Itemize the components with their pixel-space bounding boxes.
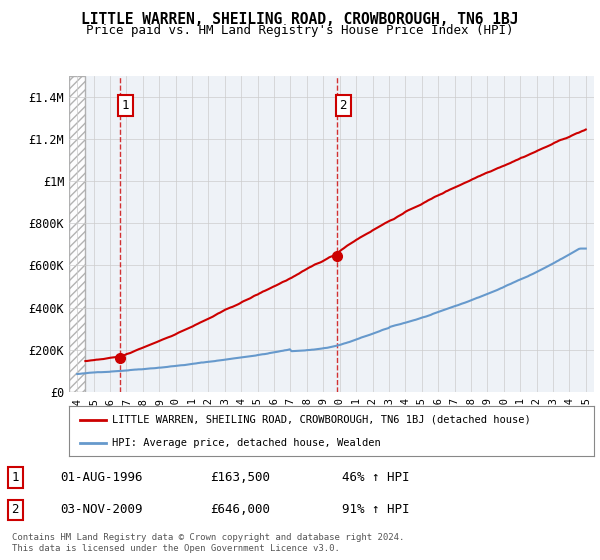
Text: 91% ↑ HPI: 91% ↑ HPI [342, 503, 409, 516]
Text: 1: 1 [122, 99, 130, 112]
Text: 2: 2 [340, 99, 347, 112]
Bar [69, 76, 85, 392]
Text: 46% ↑ HPI: 46% ↑ HPI [342, 471, 409, 484]
Text: LITTLE WARREN, SHEILING ROAD, CROWBOROUGH, TN6 1BJ: LITTLE WARREN, SHEILING ROAD, CROWBOROUG… [81, 12, 519, 27]
Text: LITTLE WARREN, SHEILING ROAD, CROWBOROUGH, TN6 1BJ (detached house): LITTLE WARREN, SHEILING ROAD, CROWBOROUG… [112, 414, 531, 424]
Text: 2: 2 [11, 503, 19, 516]
Text: HPI: Average price, detached house, Wealden: HPI: Average price, detached house, Weal… [112, 438, 381, 448]
Text: 1: 1 [11, 471, 19, 484]
Text: Contains HM Land Registry data © Crown copyright and database right 2024.
This d: Contains HM Land Registry data © Crown c… [12, 533, 404, 553]
Text: £646,000: £646,000 [210, 503, 270, 516]
Text: £163,500: £163,500 [210, 471, 270, 484]
Text: Price paid vs. HM Land Registry's House Price Index (HPI): Price paid vs. HM Land Registry's House … [86, 24, 514, 37]
Text: 01-AUG-1996: 01-AUG-1996 [60, 471, 143, 484]
Text: 03-NOV-2009: 03-NOV-2009 [60, 503, 143, 516]
